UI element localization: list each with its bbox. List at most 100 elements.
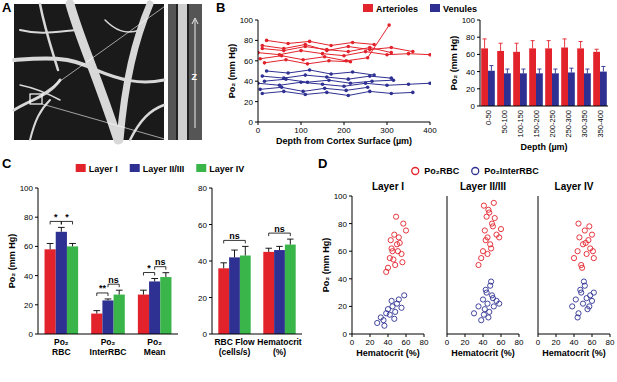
point [411,91,415,95]
y-tick-label: 40 [466,68,475,77]
point [407,82,411,86]
point [286,42,290,46]
point [325,49,329,53]
error-bar [163,273,170,277]
point [491,200,496,205]
point [471,311,476,316]
error-bar [531,41,535,49]
point [490,296,495,301]
x-tick [424,334,425,337]
x-tick [501,334,502,337]
y-tick [255,60,258,61]
point [323,87,327,91]
point [387,23,391,27]
point [370,79,374,83]
point [571,256,576,261]
bar [274,250,285,334]
point [589,298,594,303]
bar [149,281,160,334]
y-tick-label: 0 [29,330,34,339]
x-tick-label: 80 [420,338,429,347]
point [304,93,308,97]
bar [545,48,552,106]
y-tick-label: 60 [466,50,475,59]
point [375,320,380,325]
x-tick-label: 300 [380,126,394,135]
bar [481,48,488,106]
point [483,287,488,292]
vessel [130,105,164,140]
point [301,90,305,94]
point [280,86,284,90]
point [329,72,333,76]
y-tick-label: 40 [198,257,207,266]
annotation: ns [155,257,166,267]
legend-swatch [430,4,440,12]
x-tick-label: 20 [552,338,561,347]
point [391,257,396,262]
point [591,256,596,261]
y-tick [477,20,480,21]
point [401,221,406,226]
point [347,45,351,49]
point [403,228,408,233]
point [428,81,431,85]
point [364,50,368,54]
line [260,25,389,61]
point [583,240,588,245]
bar [285,245,296,334]
error-bar [220,263,226,268]
plot-area [481,39,607,106]
point [261,44,265,48]
point [490,224,495,229]
title: Layer II/III [460,181,506,192]
point [280,54,284,58]
inset-vessel [178,4,187,140]
point [481,312,486,317]
y-tick-label: 20 [338,302,347,311]
legend-swatch [412,168,419,175]
point [394,214,399,219]
y-tick [35,188,38,189]
panel-label: A [2,0,12,15]
legend-label: Venules [443,4,477,14]
y-tick [477,54,480,55]
category-label: RBC Flow(cells/s) [214,337,255,357]
point [485,251,490,256]
point [327,78,331,82]
category-label: 200-250 [548,110,557,138]
category-label: Po₂RBC [52,337,70,357]
point [385,53,389,57]
x-axis-label: Hematocrit (%) [356,348,420,358]
bar [593,52,600,106]
x-tick [344,122,345,125]
x-tick [610,334,611,337]
x-tick [430,122,431,125]
point [301,58,305,62]
point [581,279,586,284]
y-axis [447,196,448,334]
error-bar [537,69,541,73]
error-bar [601,66,605,71]
x-axis [212,334,302,335]
point [323,55,327,59]
y-tick-label: 80 [244,36,253,45]
error-bar [483,39,487,48]
point [497,235,502,240]
y-axis-label: Po₂ (mm Hg) [449,36,459,91]
point [588,293,593,298]
bar [561,48,568,106]
error-bar [287,239,293,244]
point [393,262,398,267]
plot-area [45,227,172,334]
micrograph [14,4,202,140]
x-tick [483,334,484,337]
error-bar [69,243,76,246]
point [498,227,503,232]
error-bar [58,227,65,231]
y-tick [209,224,212,225]
y-axis [38,188,39,334]
error-bar [140,290,147,294]
y-tick-label: 100 [20,184,34,193]
legend-label: Layer I [89,164,118,174]
